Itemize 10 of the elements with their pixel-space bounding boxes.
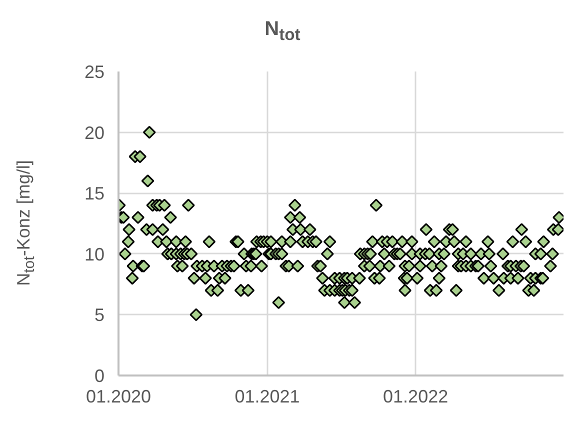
x-tick-label: 01.2021 [234,386,300,406]
chart-title: N$_{tot}$ [264,17,300,46]
y-tick-label: 25 [84,62,105,82]
y-tick-label: 15 [84,184,105,204]
x-tick-label: 01.2020 [86,386,152,406]
y-tick-label: 5 [94,305,105,326]
x-tick-label: 01.2022 [383,386,448,406]
y-tick-label: 20 [84,122,105,143]
y-tick-label: 0 [94,366,105,386]
y-tick-label: 10 [84,244,105,264]
